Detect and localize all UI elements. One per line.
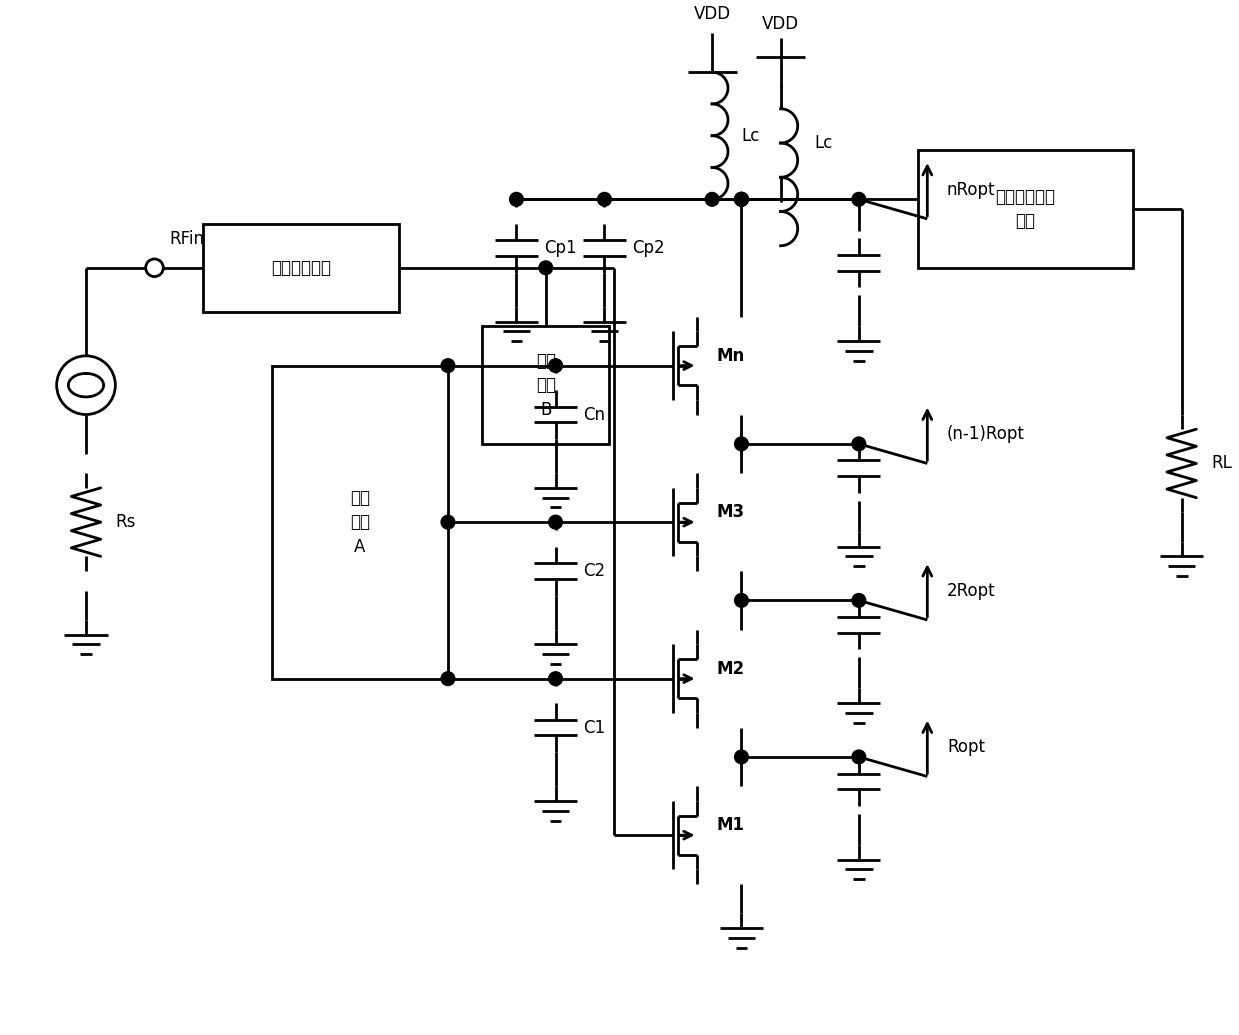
Text: M1: M1 bbox=[717, 817, 745, 834]
Circle shape bbox=[735, 193, 748, 206]
Text: 2Ropt: 2Ropt bbox=[947, 582, 995, 599]
Text: C2: C2 bbox=[584, 562, 605, 580]
Text: (n-1)Ropt: (n-1)Ropt bbox=[947, 425, 1025, 443]
Text: RFin: RFin bbox=[170, 230, 204, 248]
Text: nRopt: nRopt bbox=[947, 180, 995, 199]
Circle shape bbox=[705, 193, 719, 206]
Text: 偏置: 偏置 bbox=[349, 489, 370, 507]
Text: RL: RL bbox=[1211, 454, 1232, 472]
Text: Lc: Lc bbox=[815, 135, 833, 152]
Bar bbox=[203, 224, 399, 312]
Bar bbox=[482, 326, 610, 444]
Circle shape bbox=[735, 193, 748, 206]
Text: VDD: VDD bbox=[762, 14, 799, 33]
Text: B: B bbox=[540, 401, 551, 418]
Circle shape bbox=[441, 359, 455, 373]
Text: M3: M3 bbox=[717, 503, 745, 522]
Text: Ropt: Ropt bbox=[947, 738, 985, 757]
Bar bbox=[918, 150, 1132, 268]
Circle shape bbox=[735, 437, 748, 450]
Text: 偏置: 偏置 bbox=[535, 352, 556, 369]
Circle shape bbox=[852, 193, 866, 206]
Circle shape bbox=[735, 593, 748, 608]
Circle shape bbox=[735, 193, 748, 206]
Text: Mn: Mn bbox=[717, 347, 745, 364]
Circle shape bbox=[597, 193, 611, 206]
Text: Cp1: Cp1 bbox=[544, 239, 576, 258]
Text: C1: C1 bbox=[584, 718, 605, 737]
Text: M2: M2 bbox=[717, 660, 745, 678]
Text: Cp2: Cp2 bbox=[632, 239, 664, 258]
Text: 电路: 电路 bbox=[349, 513, 370, 531]
Text: Rs: Rs bbox=[115, 513, 136, 531]
Text: Lc: Lc bbox=[741, 126, 760, 145]
Text: 电路: 电路 bbox=[1015, 212, 1035, 231]
Circle shape bbox=[509, 193, 523, 206]
Text: 电路: 电路 bbox=[535, 376, 556, 394]
Circle shape bbox=[852, 593, 866, 608]
Text: VDD: VDD bbox=[694, 5, 731, 23]
Circle shape bbox=[852, 437, 866, 450]
Text: 输出宽带匹配: 输出宽带匹配 bbox=[995, 187, 1056, 206]
Circle shape bbox=[549, 515, 563, 529]
Text: 输入匹配电路: 输入匹配电路 bbox=[271, 259, 331, 276]
Circle shape bbox=[441, 672, 455, 685]
Circle shape bbox=[549, 359, 563, 373]
Circle shape bbox=[735, 750, 748, 764]
Circle shape bbox=[549, 672, 563, 685]
Circle shape bbox=[441, 515, 455, 529]
Circle shape bbox=[852, 750, 866, 764]
Text: A: A bbox=[354, 537, 366, 556]
Bar bbox=[271, 365, 449, 679]
Text: Cn: Cn bbox=[584, 406, 605, 423]
Circle shape bbox=[539, 261, 553, 274]
